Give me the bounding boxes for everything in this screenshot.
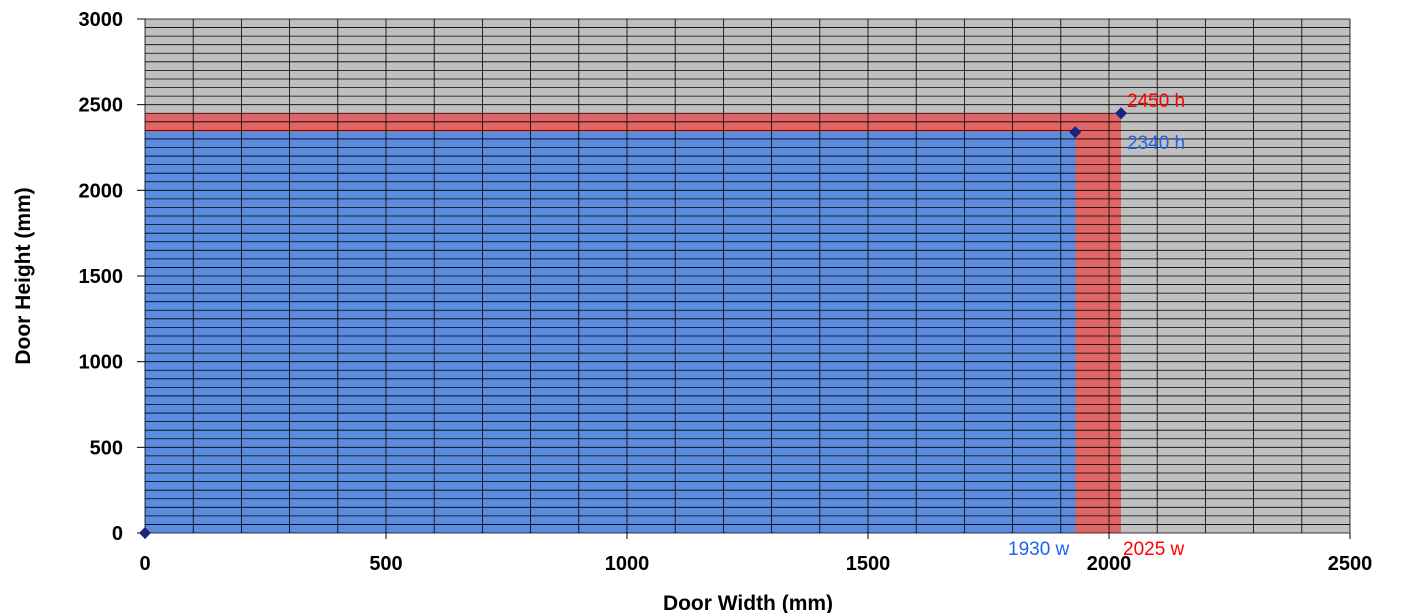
y-tick-label: 500 [90,437,123,459]
annotation-2450-h: 2450 h [1127,91,1185,112]
data-point [139,527,151,539]
x-tick-label: 0 [139,553,150,575]
data-point [1069,126,1082,139]
y-tick-label: 3000 [79,9,124,31]
x-tick-label: 2000 [1087,553,1132,575]
y-tick-label: 1000 [79,352,124,374]
annotation-1930-w: 1930 w [1008,539,1070,560]
y-axis-title: Door Height (mm) [12,187,35,364]
y-tick-label: 0 [112,523,123,545]
x-tick-label: 500 [369,553,402,575]
data-point [1115,107,1128,120]
x-tick-label: 1000 [605,553,650,575]
annotation-2340-h: 2340 h [1127,133,1185,154]
x-axis-title: Door Width (mm) [663,592,833,613]
x-tick-label: 2500 [1328,553,1373,575]
y-tick-label: 2500 [79,95,124,117]
y-tick-label: 2000 [79,180,124,202]
x-tick-label: 1500 [846,553,891,575]
annotation-2025-w: 2025 w [1123,539,1185,560]
y-tick-label: 1500 [79,266,124,288]
